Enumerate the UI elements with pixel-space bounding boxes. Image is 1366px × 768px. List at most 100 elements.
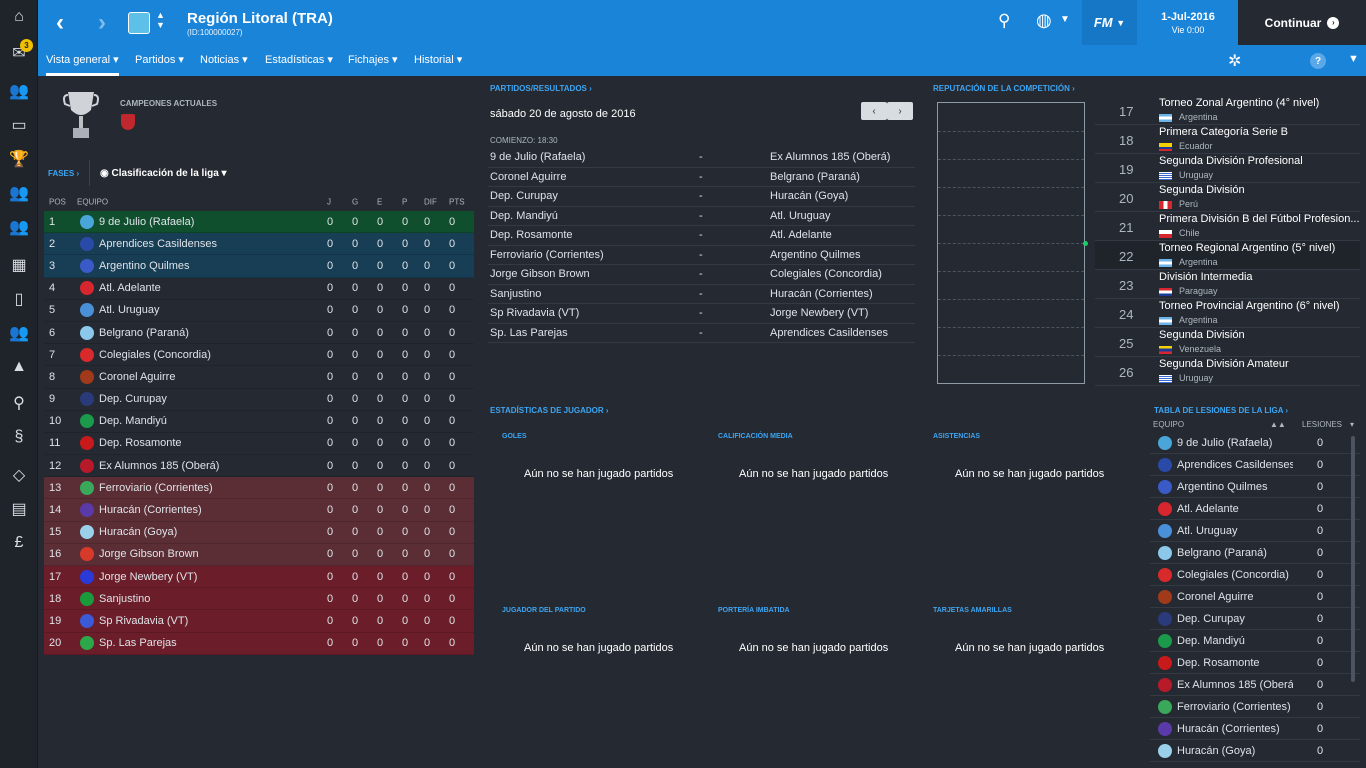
injury-row[interactable]: Dep. Rosamonte 0 [1150,652,1360,674]
scouting-icon[interactable]: ▯ [14,291,24,308]
team-name[interactable]: Huracán (Corrientes) [99,504,202,517]
team-name[interactable]: Ex Alumnos 185 (Oberá) [99,459,220,472]
home-team[interactable]: Jorge Gibson Brown [490,268,590,281]
away-team[interactable]: Jorge Newbery (VT) [770,307,869,320]
injury-row[interactable]: Aprendices Casildenses 0 [1150,454,1360,476]
table-row[interactable]: 4 Atl. Adelante 0 0 0 0 0 0 [44,278,474,300]
table-row[interactable]: 14 Huracán (Corrientes) 0 0 0 0 0 0 [44,499,474,522]
table-row[interactable]: 17 Jorge Newbery (VT) 0 0 0 0 0 0 [44,566,474,589]
team-name[interactable]: Coronel Aguirre [1177,590,1254,603]
team-name[interactable]: Huracán (Corrientes) [1177,722,1280,735]
home-team[interactable]: 9 de Julio (Rafaela) [490,151,586,164]
competition-switch-icon[interactable]: ▲ ▼ [156,10,165,30]
home-team[interactable]: Ferroviario (Corrientes) [490,248,604,261]
away-team[interactable]: Atl. Uruguay [770,209,831,222]
fixture-row[interactable]: Dep. Curupay - Huracán (Goya) [488,187,915,207]
home-team[interactable]: Dep. Curupay [490,190,558,203]
table-row[interactable]: 9 Dep. Curupay 0 0 0 0 0 0 [44,389,474,411]
tactics-icon[interactable]: ▦ [11,257,27,274]
table-row[interactable]: 7 Colegiales (Concordia) 0 0 0 0 0 0 [44,344,474,367]
injury-row[interactable]: Ex Alumnos 185 (Oberá) 0 [1150,674,1360,696]
home-team[interactable]: Dep. Rosamonte [490,229,573,242]
away-team[interactable]: Huracán (Goya) [770,190,849,203]
table-row[interactable]: 11 Dep. Rosamonte 0 0 0 0 0 0 [44,433,474,456]
injury-row[interactable]: Ferroviario (Corrientes) 0 [1150,696,1360,718]
competition-name[interactable]: Primera Categoría Serie B [1159,126,1288,138]
competition-name[interactable]: Segunda División Profesional [1159,155,1303,167]
table-row[interactable]: 13 Ferroviario (Corrientes) 0 0 0 0 0 0 [44,477,474,500]
col-injuries[interactable]: LESIONES [1302,420,1343,429]
sort-icon[interactable]: ▲▲ [1270,420,1286,429]
col-pts[interactable]: PTS [449,197,465,207]
fixtures-heading[interactable]: PARTIDOS/RESULTADOS › [490,84,592,93]
injury-row[interactable]: Huracán (Corrientes) 0 [1150,718,1360,740]
home-team[interactable]: Dep. Mandiyú [490,209,558,222]
competition-name[interactable]: Segunda División [1159,329,1245,341]
col-dif[interactable]: DIF [424,197,437,207]
table-row[interactable]: 16 Jorge Gibson Brown 0 0 0 0 0 0 [44,543,474,566]
away-team[interactable]: Belgrano (Paraná) [770,170,860,183]
competition-name[interactable]: Segunda División [1159,184,1245,196]
team-name[interactable]: Dep. Curupay [1177,612,1245,625]
team-name[interactable]: Aprendices Casildenses [1177,458,1293,471]
reputation-row[interactable]: 26 Segunda División Amateur Uruguay [1095,357,1360,386]
team-name[interactable]: Atl. Uruguay [1177,524,1238,537]
team-name[interactable]: Dep. Mandiyú [99,415,167,428]
team-name[interactable]: Ferroviario (Corrientes) [1177,700,1291,713]
home-icon[interactable]: ⌂ [14,8,24,25]
competition-name[interactable]: Primera División B del Fútbol Profesion.… [1159,213,1359,225]
team-name[interactable]: Dep. Curupay [99,393,167,406]
table-view-dropdown[interactable]: ◉ Clasificación de la liga ▾ [100,168,227,179]
team-name[interactable]: Ex Alumnos 185 (Oberá) [1177,678,1293,691]
injury-row[interactable]: Argentino Quilmes 0 [1150,476,1360,498]
table-row[interactable]: 18 Sanjustino 0 0 0 0 0 0 [44,588,474,611]
col-p[interactable]: P [402,197,408,207]
finances-icon[interactable]: ▤ [11,501,27,518]
tab-transfers[interactable]: Fichajes ▾ [348,54,398,66]
team-name[interactable]: Sanjustino [99,592,151,605]
col-pos[interactable]: POS [49,197,66,207]
home-team[interactable]: Sanjustino [490,287,542,300]
fixture-row[interactable]: Ferroviario (Corrientes) - Argentino Qui… [488,246,915,265]
injury-row[interactable]: Dep. Curupay 0 [1150,608,1360,630]
tab-matches[interactable]: Partidos ▾ [135,54,184,66]
currency-icon[interactable]: £ [14,534,24,551]
away-team[interactable]: Aprendices Casildenses [770,326,889,339]
injury-row[interactable]: Coronel Aguirre 0 [1150,586,1360,608]
u20-icon[interactable]: 👥 [9,219,29,236]
injury-row[interactable]: Colegiales (Concordia) 0 [1150,564,1360,586]
table-row[interactable]: 19 Sp Rivadavia (VT) 0 0 0 0 0 0 [44,610,474,633]
team-name[interactable]: Jorge Gibson Brown [99,548,199,561]
fixture-row[interactable]: Sanjustino - Huracán (Corrientes) [488,285,915,304]
fixture-row[interactable]: Sp. Las Parejas - Aprendices Casildenses [488,324,915,343]
staff-icon[interactable]: 👥 [9,325,29,342]
chevron-down-icon[interactable]: ▼ [1060,14,1070,25]
injury-row[interactable]: Atl. Adelante 0 [1150,498,1360,520]
team-name[interactable]: Atl. Uruguay [99,304,160,317]
team-name[interactable]: 9 de Julio (Rafaela) [1177,436,1273,449]
back-arrow-icon[interactable]: ‹ [56,9,64,36]
competition-name[interactable]: Torneo Provincial Argentino (6° nivel) [1159,300,1340,312]
away-team[interactable]: Huracán (Corrientes) [770,287,873,300]
fixture-row[interactable]: Dep. Rosamonte - Atl. Adelante [488,226,915,246]
reputation-row[interactable]: 17 Torneo Zonal Argentino (4° nivel) Arg… [1095,96,1360,125]
col-team[interactable]: EQUIPO [1153,420,1185,429]
reputation-row[interactable]: 23 División Intermedia Paraguay [1095,270,1360,299]
home-team[interactable]: Coronel Aguirre [490,170,567,183]
team-name[interactable]: Ferroviario (Corrientes) [99,481,213,494]
team-name[interactable]: Colegiales (Concordia) [99,348,211,361]
players-cluster-icon[interactable]: ✲ [1228,53,1242,70]
table-row[interactable]: 1 9 de Julio (Rafaela) 0 0 0 0 0 0 [44,211,474,234]
team-name[interactable]: Belgrano (Paraná) [1177,546,1267,559]
team-name[interactable]: Jorge Newbery (VT) [99,570,198,583]
forward-arrow-icon[interactable]: › [98,9,106,36]
home-team[interactable]: Sp Rivadavia (VT) [490,307,580,320]
player-stats-heading[interactable]: ESTADÍSTICAS DE JUGADOR › [490,406,609,415]
col-team[interactable]: EQUIPO [77,197,109,207]
prev-date-button[interactable]: ‹ [861,102,887,120]
search-icon[interactable]: ⚲ [13,395,25,412]
fixture-row[interactable]: Dep. Mandiyú - Atl. Uruguay [488,207,915,226]
team-name[interactable]: Atl. Adelante [1177,502,1239,515]
reputation-row[interactable]: 19 Segunda División Profesional Uruguay [1095,154,1360,183]
away-team[interactable]: Ex Alumnos 185 (Oberá) [770,151,891,164]
